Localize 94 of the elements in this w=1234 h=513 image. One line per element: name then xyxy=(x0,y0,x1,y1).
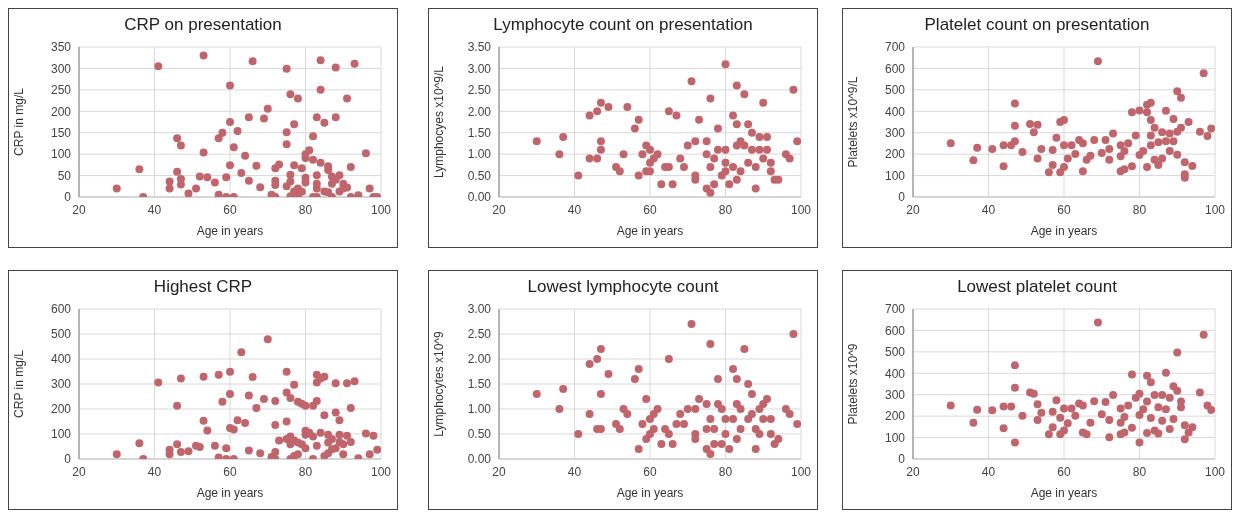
x-tick-label: 20 xyxy=(492,464,506,479)
y-tick-label: 0.00 xyxy=(467,452,492,467)
x-tick-label: 60 xyxy=(643,464,657,479)
y-tick-label: 2.00 xyxy=(467,104,492,119)
y-tick-label: 0.00 xyxy=(467,190,492,205)
y-tick-label: 0 xyxy=(898,190,906,205)
x-tick-label: 60 xyxy=(223,202,237,217)
y-tick-label: 350 xyxy=(50,40,72,55)
x-axis-title: Age in years xyxy=(196,486,264,500)
y-tick-label: 300 xyxy=(884,387,906,402)
y-tick-label: 200 xyxy=(884,147,906,162)
y-tick-label: 400 xyxy=(50,352,72,367)
y-tick-label: 100 xyxy=(50,147,72,162)
y-tick-label: 1.00 xyxy=(467,147,492,162)
x-tick-label: 80 xyxy=(1132,464,1147,479)
chart-title: Lowest platelet count xyxy=(956,277,1118,298)
y-tick-label: 700 xyxy=(884,302,906,317)
x-tick-label: 20 xyxy=(72,202,86,217)
x-tick-label: 20 xyxy=(492,202,506,217)
x-axis-title: Age in years xyxy=(616,224,684,238)
x-tick-label: 60 xyxy=(1057,464,1071,479)
y-tick-label: 3.50 xyxy=(467,40,492,55)
x-tick-label: 100 xyxy=(790,464,812,479)
chart-title: Lowest lymphocyte count xyxy=(526,277,720,298)
y-tick-label: 0.50 xyxy=(467,168,492,183)
y-tick-label: 0 xyxy=(898,452,906,467)
y-tick-label: 400 xyxy=(884,104,906,119)
x-tick-label: 100 xyxy=(370,464,392,479)
y-axis-title: Platelets x10^9/L xyxy=(846,76,861,168)
y-tick-label: 300 xyxy=(884,125,906,140)
x-axis-title: Age in years xyxy=(616,486,684,500)
x-axis-title: Age in years xyxy=(1030,224,1098,238)
y-tick-label: 500 xyxy=(50,327,72,342)
y-axis-title: Platelets x10^9 xyxy=(846,343,861,425)
y-tick-label: 300 xyxy=(50,61,72,76)
y-tick-label: 250 xyxy=(50,83,72,98)
y-tick-label: 700 xyxy=(884,40,906,55)
x-tick-label: 80 xyxy=(1132,202,1147,217)
y-tick-label: 200 xyxy=(50,104,72,119)
x-tick-label: 80 xyxy=(718,202,733,217)
chart-title: Lymphocyte count on presentation xyxy=(492,15,754,36)
y-tick-label: 200 xyxy=(50,402,72,417)
y-tick-label: 500 xyxy=(884,345,906,360)
y-tick-label: 100 xyxy=(884,168,906,183)
x-tick-label: 20 xyxy=(72,464,86,479)
y-tick-label: 3.00 xyxy=(467,302,492,317)
y-tick-label: 2.00 xyxy=(467,352,492,367)
x-tick-label: 100 xyxy=(790,202,812,217)
y-tick-label: 2.50 xyxy=(467,327,492,342)
y-axis-title: CRP in mg/L xyxy=(12,87,27,156)
x-tick-label: 60 xyxy=(223,464,237,479)
y-axis-title: Lymphocyes x10^9/L xyxy=(432,65,447,178)
x-tick-label: 40 xyxy=(147,464,162,479)
y-tick-label: 1.50 xyxy=(467,377,492,392)
y-tick-label: 100 xyxy=(884,430,906,445)
x-tick-label: 20 xyxy=(906,202,920,217)
y-tick-label: 100 xyxy=(50,427,72,442)
x-tick-label: 20 xyxy=(906,464,920,479)
y-tick-label: 150 xyxy=(50,125,72,140)
x-tick-label: 40 xyxy=(147,202,162,217)
x-tick-label: 60 xyxy=(1057,202,1071,217)
y-tick-label: 1.00 xyxy=(467,402,492,417)
y-tick-label: 600 xyxy=(884,323,906,338)
x-tick-label: 60 xyxy=(643,202,657,217)
x-tick-label: 80 xyxy=(298,464,313,479)
y-tick-label: 2.50 xyxy=(467,83,492,98)
y-tick-label: 1.50 xyxy=(467,125,492,140)
chart-title: CRP on presentation xyxy=(123,15,283,36)
y-tick-label: 600 xyxy=(50,302,72,317)
x-tick-label: 40 xyxy=(981,202,996,217)
x-tick-label: 100 xyxy=(370,202,392,217)
y-tick-label: 0 xyxy=(64,190,72,205)
y-tick-label: 0.50 xyxy=(467,427,492,442)
x-tick-label: 100 xyxy=(1204,202,1226,217)
x-tick-label: 40 xyxy=(567,464,582,479)
x-tick-label: 40 xyxy=(981,464,996,479)
y-tick-label: 3.00 xyxy=(467,61,492,76)
y-tick-label: 200 xyxy=(884,409,906,424)
y-axis-title: Lymphocytes x10^9 xyxy=(432,331,447,437)
x-tick-label: 100 xyxy=(1204,464,1226,479)
y-axis-title: CRP in mg/L xyxy=(12,349,27,418)
x-tick-label: 40 xyxy=(567,202,582,217)
x-axis-title: Age in years xyxy=(1030,486,1098,500)
y-tick-label: 500 xyxy=(884,83,906,98)
y-tick-label: 300 xyxy=(50,377,72,392)
y-tick-label: 600 xyxy=(884,61,906,76)
chart-title: Platelet count on presentation xyxy=(923,15,1151,36)
y-tick-label: 400 xyxy=(884,366,906,381)
x-tick-label: 80 xyxy=(718,464,733,479)
chart-title: Highest CRP xyxy=(152,277,254,298)
y-tick-label: 50 xyxy=(57,168,72,183)
x-axis-title: Age in years xyxy=(196,224,264,238)
y-tick-label: 0 xyxy=(64,452,72,467)
x-tick-label: 80 xyxy=(298,202,313,217)
